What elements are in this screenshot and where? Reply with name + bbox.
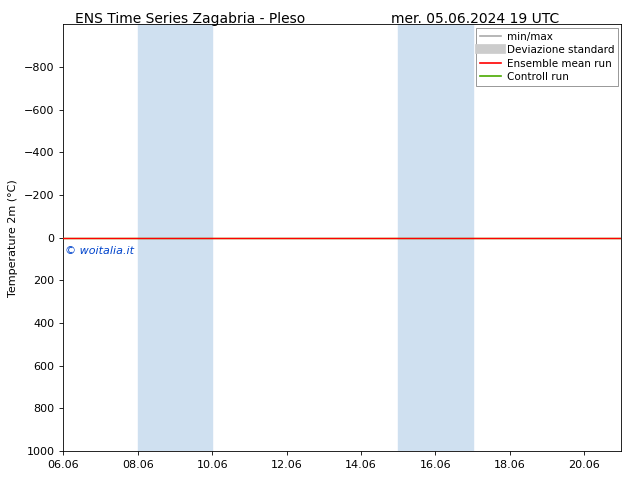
Legend: min/max, Deviazione standard, Ensemble mean run, Controll run: min/max, Deviazione standard, Ensemble m… — [476, 27, 618, 86]
Text: mer. 05.06.2024 19 UTC: mer. 05.06.2024 19 UTC — [391, 12, 560, 26]
Text: ENS Time Series Zagabria - Pleso: ENS Time Series Zagabria - Pleso — [75, 12, 306, 26]
Y-axis label: Temperature 2m (°C): Temperature 2m (°C) — [8, 179, 18, 296]
Bar — [138, 24, 212, 451]
Text: © woitalia.it: © woitalia.it — [65, 246, 134, 256]
Bar — [398, 24, 472, 451]
